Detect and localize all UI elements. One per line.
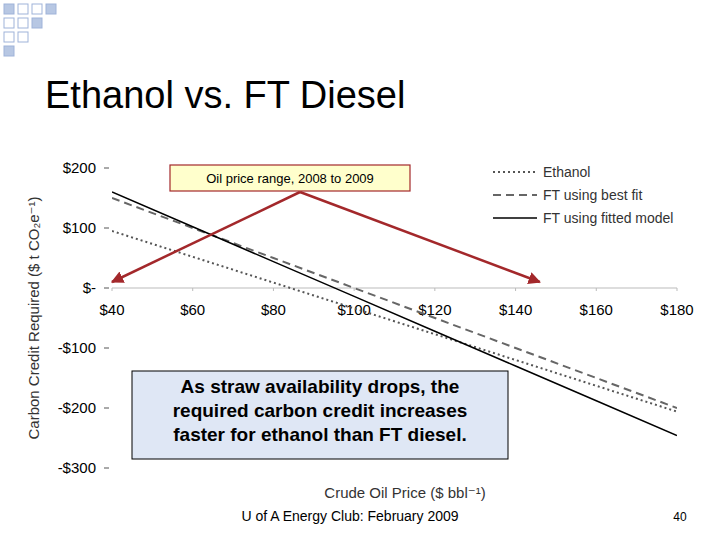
x-tick <box>112 288 113 291</box>
x-tick <box>434 288 435 291</box>
x-tick-label: $40 <box>99 301 124 318</box>
legend-label: FT using best fit <box>543 187 642 203</box>
decoration <box>4 4 56 56</box>
decor-square <box>4 18 14 28</box>
oil-price-annotation: Oil price range, 2008 to 2009 <box>112 165 540 282</box>
legend-swatch <box>493 171 537 173</box>
legend-swatch <box>493 194 537 196</box>
callout-line: required carbon credit increases <box>173 400 468 421</box>
y-axis-label: Carbon Credit Required ($ t CO₂e⁻¹) <box>25 196 42 439</box>
x-tick-label: $180 <box>660 301 693 318</box>
decor-square <box>18 32 28 42</box>
x-tick-label: $80 <box>261 301 286 318</box>
x-tick-label: $120 <box>418 301 451 318</box>
y-tick <box>104 288 109 289</box>
y-tick <box>104 228 109 229</box>
callout-line: faster for ethanol than FT diesel. <box>173 424 467 445</box>
y-tick <box>104 468 109 469</box>
x-tick-label: $100 <box>337 301 370 318</box>
y-tick-label: $200 <box>63 159 96 176</box>
annotation-text: Oil price range, 2008 to 2009 <box>206 171 374 186</box>
decor-square <box>18 4 28 14</box>
x-tick-label: $140 <box>499 301 532 318</box>
callout-box <box>132 371 508 459</box>
decor-square <box>32 18 42 28</box>
x-tick <box>515 288 516 291</box>
y-tick-label: $100 <box>63 219 96 236</box>
y-tick <box>104 168 109 169</box>
series-group <box>112 192 677 436</box>
page-number: 40 <box>673 510 687 524</box>
slide: Ethanol vs. FT Diesel $200 $100 $- -$100 -$20… <box>0 0 720 540</box>
decor-square <box>32 4 42 14</box>
x-tick <box>677 288 678 291</box>
y-tick-label: -$200 <box>58 399 96 416</box>
x-tick <box>273 288 274 291</box>
footer: U of A Energy Club: February 2009 <box>241 508 458 524</box>
x-axis-label: Crude Oil Price ($ bbl⁻¹) <box>324 484 485 501</box>
decor-square <box>4 4 14 14</box>
y-tick-label: $- <box>83 279 96 296</box>
x-axis-line <box>112 288 677 289</box>
legend-label: Ethanol <box>543 164 590 180</box>
range-arrow <box>112 192 300 282</box>
series-line <box>112 192 677 436</box>
x-tick-label: $60 <box>180 301 205 318</box>
title: Ethanol vs. FT Diesel <box>45 74 405 116</box>
decor-square <box>46 4 56 14</box>
y-tick <box>104 348 109 349</box>
callout: As straw availability drops, the required… <box>132 371 508 459</box>
legend-label: FT using fitted model <box>543 210 673 226</box>
y-tick-label: -$100 <box>58 339 96 356</box>
decor-square <box>4 46 14 56</box>
decor-square <box>4 32 14 42</box>
series-line <box>112 198 677 408</box>
callout-text: As straw availability drops, the required… <box>173 376 468 445</box>
y-tick-label: -$300 <box>58 459 96 476</box>
legend-swatch <box>493 217 537 219</box>
callout-line: As straw availability drops, the <box>181 376 460 397</box>
series-line <box>112 231 677 412</box>
x-tick <box>192 288 193 291</box>
x-tick <box>354 288 355 291</box>
y-tick <box>104 408 109 409</box>
annotation-box <box>170 165 410 191</box>
decor-square <box>18 18 28 28</box>
x-tick <box>596 288 597 291</box>
x-tick-label: $160 <box>580 301 613 318</box>
legend: Ethanol FT using best fit FT using fitted … <box>493 164 673 226</box>
range-arrow <box>300 192 540 282</box>
